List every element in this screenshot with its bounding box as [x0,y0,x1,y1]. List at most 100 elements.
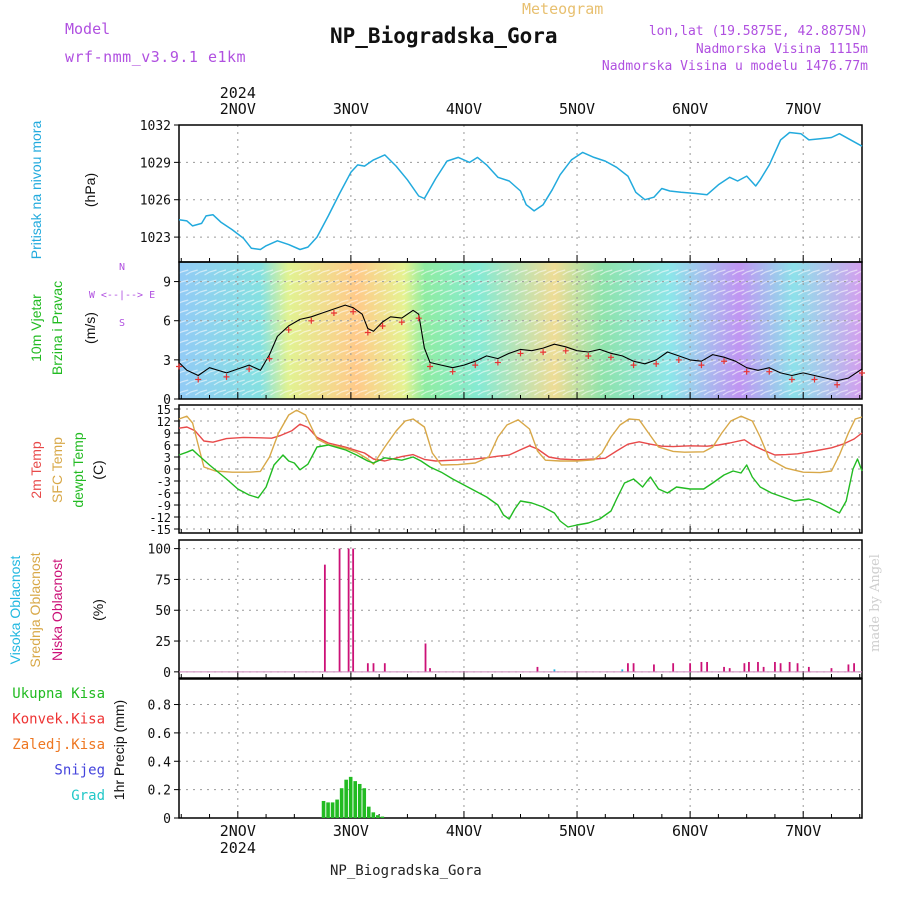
wind-barb [835,289,849,296]
wind-barb [656,339,670,346]
wind-barb [373,359,387,366]
wind-barb [675,309,688,316]
wind-barb [392,329,406,336]
wind-barb [345,389,359,396]
wind-barb [543,319,556,326]
wind-gust-marker [285,326,292,333]
wind-barb [241,389,255,396]
wind-barb [354,349,368,356]
wind-barb [713,319,726,326]
wind-barb [496,329,509,336]
year-label-bottom: 2024 [220,839,256,857]
wind-barb [609,269,622,276]
wind-barb [562,309,575,316]
wind-barb [458,389,472,396]
wind-barb [430,299,443,306]
wind-barb [845,289,858,296]
wind-barb [534,299,547,306]
wind-barb [270,389,283,396]
cloud-bar-low [338,548,341,672]
wind-barb [731,299,745,306]
wind-barb [279,389,293,396]
wind-barb [496,349,509,356]
wind-barb [449,389,462,396]
wind-barb [779,339,792,346]
wind-barb [797,299,811,306]
wind-barb [628,339,641,346]
wind-barb [185,359,198,366]
wind-barb [769,269,783,276]
wind-barb [515,309,528,316]
mid-cloud-axis-title: Srednja Oblacnost [27,552,43,667]
y-tick-label: 0 [163,812,171,827]
wind-barb [656,269,670,276]
wind-barb [816,339,830,346]
wind-barb [279,379,293,386]
wind-barb [486,299,500,306]
y-tick-label: 6 [164,439,171,453]
wind-barb [835,309,849,316]
wind-barb [477,349,490,356]
wind-barb [854,329,867,336]
wind-barb [675,279,688,286]
wind-barb [788,389,801,396]
x-tick-label-top: 2NOV [220,100,256,118]
wind-barb [665,329,679,336]
precip-bar [321,800,326,818]
wind-barb [731,309,745,316]
wind-barb [486,389,500,396]
y-tick-label: -15 [149,523,171,537]
wind-barb [816,349,830,356]
wind-barb [251,339,264,346]
wind-barb [402,389,415,396]
wind-barb [317,279,330,286]
wind-barb [241,379,255,386]
wind-barb [807,359,820,366]
wind-barb [345,349,359,356]
wind-barb [194,329,208,336]
wind-barb [543,359,556,366]
wind-barb [581,269,594,276]
wind-barb [854,339,867,346]
wind-barb [345,339,359,346]
cloud-bar-high [553,669,556,672]
wind-barb [684,319,698,326]
wind-barb [411,349,425,356]
wind-barb [430,369,443,376]
wind-barb [364,279,377,286]
wind-barb [458,299,472,306]
wind-barb [600,289,613,296]
wind-barb [354,359,368,366]
wind-barb [835,359,849,366]
wind-barb [251,379,264,386]
wind-barb [854,369,867,376]
wind-barb [317,329,330,336]
wind-field-background [179,262,862,399]
y-tick-label: 0.2 [148,784,171,799]
wind-barb [373,329,387,336]
wind-barb [788,339,801,346]
wind-barb [270,369,283,376]
cloud-bar-low [352,548,355,672]
wind-barb [684,339,698,346]
wind-gust-marker [364,329,371,336]
wind-barb [251,319,264,326]
wind-barb [345,269,359,276]
wind-barb [317,369,330,376]
wind-barb [505,369,519,376]
wind-barb [826,269,839,276]
wind-barb [713,339,726,346]
wind-barb [213,329,227,336]
wind-barb [336,369,349,376]
wind-barb [684,389,698,396]
wind-barb [289,279,302,286]
dewpt-axis-title: dewpt Temp [70,432,86,507]
wind-barb [260,339,274,346]
wind-barb [581,309,594,316]
wind-barb [411,379,425,386]
wind-barb [354,289,368,296]
wind-barb [731,339,745,346]
model-elevation: Nadmorska Visina u modelu 1476.77m [601,59,868,74]
wind-barb [788,289,801,296]
wind-barb [392,389,406,396]
